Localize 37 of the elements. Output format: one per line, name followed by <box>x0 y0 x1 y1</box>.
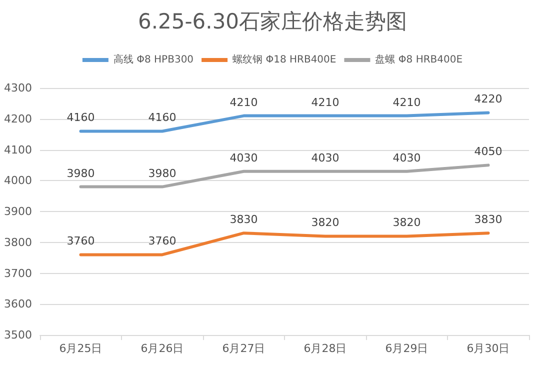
data-label: 4030 <box>230 151 258 164</box>
x-tick-label: 6月30日 <box>466 342 510 355</box>
y-tick-label: 3500 <box>4 328 32 342</box>
data-label: 3980 <box>66 166 95 180</box>
y-tick-label: 3600 <box>4 298 32 311</box>
data-label: 4050 <box>474 145 502 158</box>
legend-label: 螺纹钢 Φ18 HRB400E <box>232 54 336 66</box>
y-tick-label: 4200 <box>4 112 32 126</box>
data-label: 4160 <box>148 111 176 124</box>
y-tick-label: 4000 <box>4 174 32 188</box>
x-tick-label: 6月26日 <box>140 342 184 355</box>
data-label: 4160 <box>66 111 95 124</box>
x-tick-label: 6月29日 <box>385 342 428 355</box>
y-tick-label: 4100 <box>4 143 32 156</box>
x-tick-label: 6月27日 <box>222 342 266 355</box>
data-label: 4030 <box>311 151 340 164</box>
data-label: 3760 <box>148 234 176 248</box>
x-tick-label: 6月28日 <box>304 342 347 355</box>
data-label: 3830 <box>230 213 258 226</box>
y-tick-label: 3700 <box>4 266 32 280</box>
data-label: 3830 <box>474 213 502 226</box>
legend-label: 盘螺 Φ8 HRB400E <box>375 54 463 66</box>
legend-label: 高线 Φ8 HPB300 <box>113 54 194 66</box>
data-label: 3760 <box>66 234 95 248</box>
chart-title: 6.25-6.30石家庄价格走势图 <box>138 10 408 34</box>
data-label: 4210 <box>311 96 340 109</box>
data-label: 4030 <box>392 151 421 164</box>
data-label: 4210 <box>230 96 258 109</box>
data-label: 4220 <box>474 92 502 106</box>
x-tick-label: 6月25日 <box>59 342 102 355</box>
data-label: 3980 <box>148 166 176 180</box>
y-tick-label: 3800 <box>4 236 32 249</box>
y-tick-label: 4300 <box>4 82 32 94</box>
y-tick-label: 3900 <box>4 205 32 218</box>
data-label: 4210 <box>392 96 421 109</box>
data-label: 3820 <box>311 216 340 230</box>
data-label: 3820 <box>392 216 421 230</box>
